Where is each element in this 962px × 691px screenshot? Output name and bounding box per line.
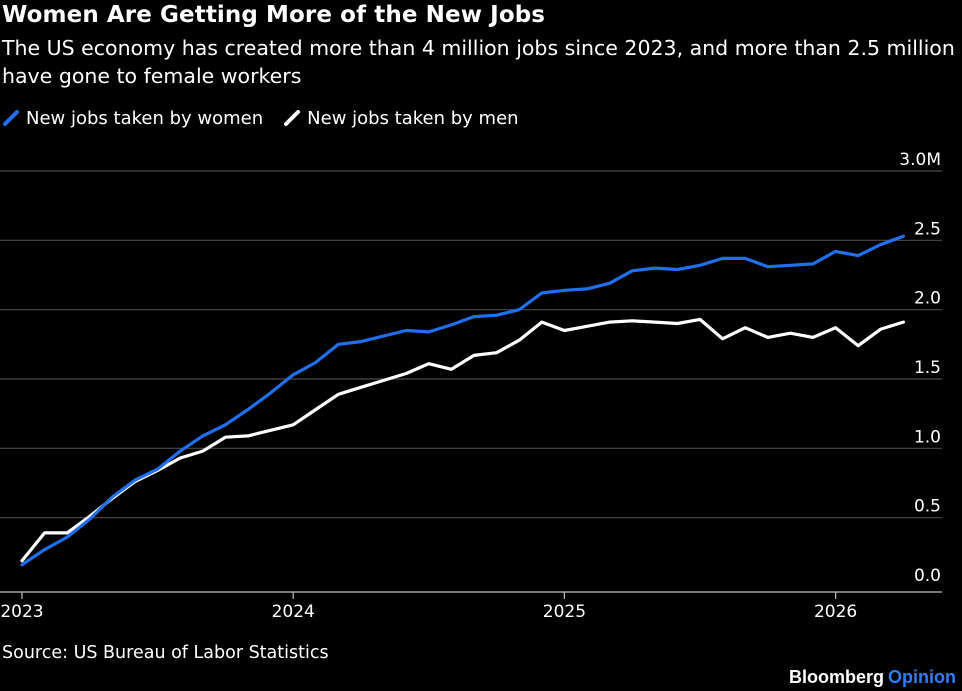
x-tick-label-1: 2024 (272, 602, 315, 622)
chart-title: Women Are Getting More of the New Jobs (2, 2, 546, 28)
chart-legend: New jobs taken by women New jobs taken b… (2, 106, 539, 130)
line-chart: 0.0 0.5 1.0 1.5 2.0 2.5 3.0M 2023 2024 2025 2026 (0, 150, 942, 622)
y-tick-label-0: 0.0 (914, 566, 941, 586)
x-tick-label-3: 2026 (814, 602, 857, 622)
legend-label-women: New jobs taken by women (26, 107, 264, 129)
x-tick-label-0: 2023 (0, 602, 43, 622)
y-tick-label-5: 2.5 (914, 219, 941, 239)
series-line-men (20, 317, 906, 563)
brand-accent: Opinion (888, 667, 956, 687)
legend-item-women: New jobs taken by women (2, 108, 263, 129)
y-tick-label-4: 2.0 (914, 289, 941, 309)
chart-subtitle: The US economy has created more than 4 m… (2, 36, 955, 88)
legend-swatch-women-icon (3, 110, 19, 126)
brand-main: Bloomberg (789, 667, 885, 687)
legend-swatch-men-icon (284, 110, 301, 126)
source-note: Source: US Bureau of Labor Statistics (2, 643, 329, 663)
x-tick-label-2: 2025 (543, 602, 586, 622)
y-tick-label-3: 1.5 (914, 358, 941, 378)
y-tick-label-6: 3.0M (899, 150, 941, 170)
legend-label-men: New jobs taken by men (307, 107, 519, 129)
y-tick-label-2: 1.0 (914, 427, 941, 447)
brand-logo: Bloomberg Opinion (789, 667, 956, 688)
y-tick-label-1: 0.5 (914, 497, 941, 517)
series-line-women (20, 234, 906, 567)
legend-item-men: New jobs taken by men (283, 107, 519, 129)
